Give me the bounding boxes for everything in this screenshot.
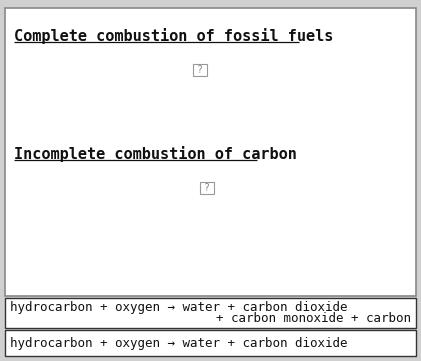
FancyBboxPatch shape [5,8,416,296]
Text: ?: ? [197,65,203,75]
Text: Incomplete combustion of carbon: Incomplete combustion of carbon [14,146,297,162]
FancyBboxPatch shape [193,64,207,76]
Text: hydrocarbon + oxygen → water + carbon dioxide: hydrocarbon + oxygen → water + carbon di… [10,336,347,349]
Text: hydrocarbon + oxygen → water + carbon dioxide: hydrocarbon + oxygen → water + carbon di… [10,301,347,314]
FancyBboxPatch shape [5,298,416,328]
Text: Complete combustion of fossil fuels: Complete combustion of fossil fuels [14,28,333,44]
Text: ?: ? [204,183,210,193]
Text: + carbon monoxide + carbon: + carbon monoxide + carbon [216,312,411,325]
FancyBboxPatch shape [5,330,416,356]
FancyBboxPatch shape [200,182,214,194]
